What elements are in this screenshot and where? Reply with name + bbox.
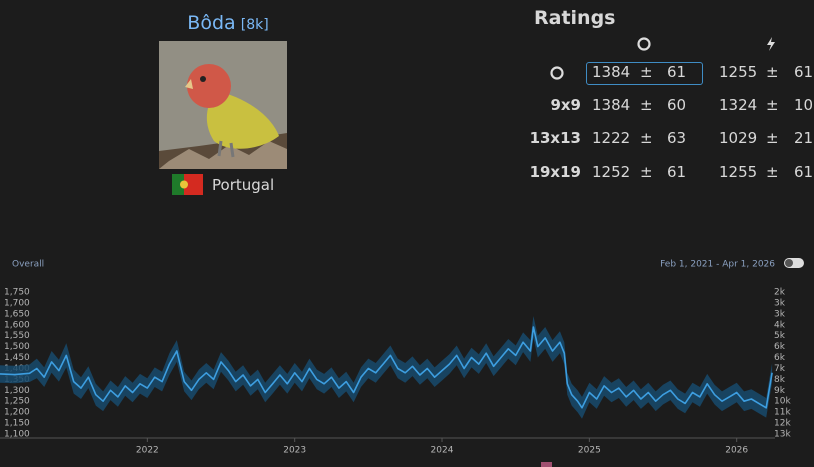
x-tick-label: 2024 [431,446,454,456]
ratings-title: Ratings [534,7,616,29]
deviation: 61 [667,163,687,181]
y2-tick-label: 3k [774,309,786,319]
overall-icon [637,37,651,51]
y2-tick-label: 4k [774,320,786,330]
toggle-knob [785,259,793,267]
player-name[interactable]: Bôda [187,12,236,34]
date-range[interactable]: Feb 1, 2021 - Apr 1, 2026 [660,260,775,270]
plus-minus: ± [766,129,779,147]
row-label: 9x9 [550,96,581,114]
y2-tick-label: 8k [774,375,786,385]
x-tick-label: 2025 [578,446,601,456]
y-tick-label: 1,600 [4,320,30,330]
player-name-block: Bôda [8k] [0,12,456,34]
y-tick-label: 1,450 [4,353,30,363]
deviation-band [0,316,773,419]
row-label: 19x19 [529,163,581,181]
y2-tick-label: 3k [774,298,786,308]
live-rating: 1324 [719,96,758,114]
player-rank: [8k] [240,17,269,33]
y-tick-label: 1,250 [4,397,30,407]
row-label: 13x13 [529,129,581,147]
y2-tick-label: 10k [774,397,791,407]
plus-minus: ± [640,63,653,81]
deviation: 63 [667,129,687,147]
y-tick-label: 1,100 [4,430,30,440]
live-deviation: 61 [794,163,814,181]
y2-tick-label: 9k [774,386,786,396]
live-rating: 1255 [719,163,758,181]
plus-minus: ± [766,96,779,114]
y-tick-label: 1,650 [4,309,30,319]
plus-minus: ± [766,63,779,81]
y-tick-label: 1,150 [4,419,30,429]
avatar [159,41,287,169]
x-tick-label: 2022 [136,446,159,456]
y2-tick-label: 6k [774,342,786,352]
rating: 1222 [592,129,631,147]
live-deviation: 109 [794,96,814,114]
x-tick-label: 2026 [725,446,748,456]
y-tick-label: 1,500 [4,342,30,352]
y-tick-label: 1,550 [4,331,30,341]
country-flag [172,174,203,195]
y2-tick-label: 13k [774,430,791,440]
plus-minus: ± [640,163,653,181]
range-handle[interactable] [541,462,552,467]
deviation: 61 [667,63,687,81]
y-tick-label: 1,750 [4,288,30,298]
y2-tick-label: 2k [774,288,786,298]
chart-title: Overall [12,260,44,270]
overall-row-icon [550,66,564,80]
live-deviation: 61 [794,63,814,81]
rating-line [0,326,773,409]
y-tick-label: 1,200 [4,408,30,418]
deviation: 60 [667,96,687,114]
selected-cell[interactable] [586,62,703,85]
y2-tick-label: 7k [774,364,786,374]
y2-tick-label: 12k [774,419,791,429]
plus-minus: ± [640,96,653,114]
y2-tick-label: 11k [774,408,791,418]
rating: 1384 [592,63,631,81]
live-rating: 1029 [719,129,758,147]
plus-minus: ± [766,163,779,181]
y2-tick-label: 5k [774,331,786,341]
plus-minus: ± [640,129,653,147]
rating: 1384 [592,96,631,114]
live-rating: 1255 [719,63,758,81]
live-icon [767,37,775,51]
rating: 1252 [592,163,631,181]
x-tick-label: 2023 [283,446,306,456]
y-tick-label: 1,700 [4,298,30,308]
y-tick-label: 1,300 [4,386,30,396]
live-deviation: 217 [794,129,814,147]
y2-tick-label: 6k [774,353,786,363]
country-name: Portugal [212,176,275,194]
